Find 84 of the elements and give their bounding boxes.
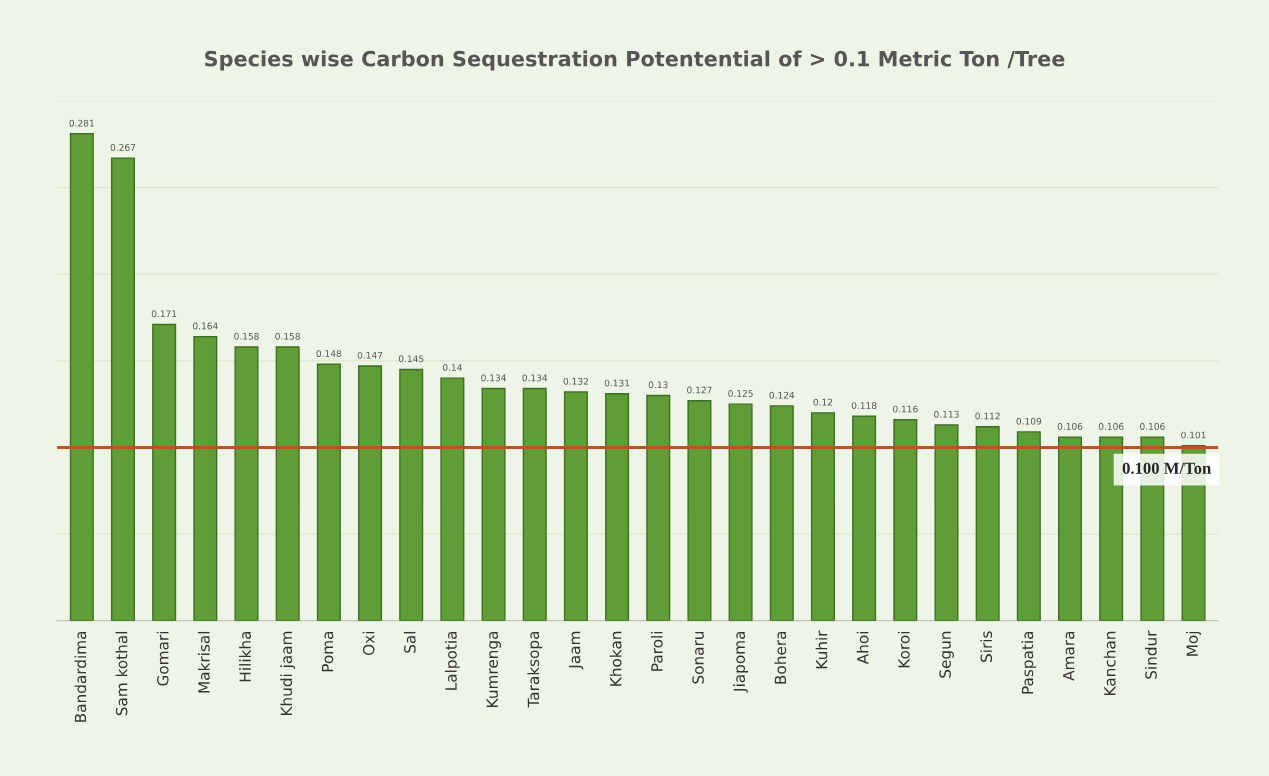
data-label: 0.116 bbox=[892, 405, 918, 413]
x-tick-label: Oxi bbox=[362, 631, 375, 655]
chart-title: Species wise Carbon Sequestration Potentential of > 0.1 Metric Ton /Tree bbox=[205, 50, 1065, 71]
data-label: 0.132 bbox=[563, 377, 588, 385]
bar bbox=[152, 323, 177, 621]
ref-line-label: 0.100 M/Ton bbox=[1122, 462, 1212, 474]
data-label: 0.158 bbox=[234, 332, 259, 340]
bar bbox=[193, 335, 218, 621]
data-label: 0.131 bbox=[604, 379, 630, 387]
bar bbox=[769, 405, 794, 621]
bar bbox=[646, 394, 671, 621]
x-tick-label: Makrisal bbox=[197, 631, 210, 693]
bar bbox=[687, 400, 712, 621]
bar bbox=[275, 346, 300, 621]
x-tick-label: Paspatia bbox=[1021, 631, 1037, 694]
data-label: 0.109 bbox=[1016, 417, 1042, 425]
x-tick-label: Paroli bbox=[650, 631, 663, 671]
x-tick-label: Sindur bbox=[1144, 630, 1157, 679]
x-tick-label: Khudi jaam bbox=[280, 631, 296, 716]
data-label: 0.158 bbox=[275, 332, 300, 340]
x-tick-label: Moj bbox=[1186, 631, 1201, 656]
x-tick-label: Gomari bbox=[156, 631, 169, 686]
bar bbox=[893, 419, 918, 621]
x-tick-label: Sam kothal bbox=[115, 631, 128, 716]
bar bbox=[440, 377, 465, 621]
data-label: 0.134 bbox=[481, 374, 506, 382]
data-label: 0.171 bbox=[151, 310, 177, 318]
bar bbox=[234, 346, 259, 621]
data-label: 0.112 bbox=[975, 412, 1000, 420]
data-label: 0.106 bbox=[1140, 422, 1165, 430]
x-tick-label: Khokan bbox=[609, 631, 622, 686]
data-label: 0.125 bbox=[728, 390, 753, 397]
data-label: 0.147 bbox=[357, 351, 383, 359]
bar bbox=[1099, 436, 1124, 621]
x-tick-label: Poma bbox=[321, 631, 334, 672]
x-tick-label: Koroi bbox=[897, 631, 910, 668]
bar bbox=[399, 368, 424, 621]
x-tick-label: Jiapoma bbox=[733, 631, 748, 693]
bar bbox=[522, 387, 547, 621]
x-tick-label: Taraksopa bbox=[527, 631, 543, 708]
data-label: 0.106 bbox=[1098, 422, 1124, 430]
x-tick-label: Sal bbox=[403, 631, 416, 653]
x-tick-label: Ahoi bbox=[856, 631, 869, 665]
x-tick-label: Bandardima bbox=[74, 631, 87, 722]
bar bbox=[316, 363, 341, 621]
bar bbox=[810, 412, 835, 621]
data-label: 0.148 bbox=[316, 350, 342, 357]
data-label: 0.134 bbox=[522, 374, 548, 382]
x-tick-label: Lalpotia bbox=[444, 631, 460, 690]
x-tick-label: Bohera bbox=[774, 631, 787, 684]
data-label: 0.14 bbox=[442, 364, 462, 371]
bar bbox=[1016, 431, 1041, 621]
bar bbox=[975, 426, 1000, 621]
x-tick-label: Kanchan bbox=[1103, 631, 1116, 695]
bar bbox=[728, 403, 753, 621]
data-label: 0.113 bbox=[934, 410, 959, 418]
x-tick-label: Amara bbox=[1063, 631, 1075, 681]
data-label: 0.145 bbox=[398, 355, 424, 363]
data-label: 0.101 bbox=[1181, 431, 1206, 439]
x-tick-label: Jaam bbox=[568, 631, 584, 670]
x-tick-label: Kuhir bbox=[815, 630, 828, 669]
bar bbox=[563, 391, 588, 621]
bar bbox=[481, 387, 506, 621]
data-label: 0.281 bbox=[69, 119, 94, 127]
data-label: 0.124 bbox=[769, 391, 795, 399]
bar bbox=[358, 365, 383, 621]
x-tick-label: Sonaru bbox=[692, 631, 704, 684]
data-label: 0.118 bbox=[851, 402, 877, 409]
x-tick-label: Segun bbox=[939, 631, 954, 678]
x-tick-label: Kumrenga bbox=[486, 631, 501, 707]
bar bbox=[1057, 436, 1083, 621]
x-tick-label: Siris bbox=[980, 631, 993, 662]
x-tick-label: Hilikha bbox=[239, 631, 251, 682]
bar bbox=[934, 424, 959, 621]
bar bbox=[69, 133, 94, 621]
data-label: 0.127 bbox=[687, 386, 712, 394]
data-label: 0.164 bbox=[193, 322, 218, 330]
data-label: 0.13 bbox=[648, 381, 668, 389]
bar bbox=[110, 157, 136, 621]
bar bbox=[605, 393, 630, 621]
bar bbox=[852, 415, 877, 621]
data-label: 0.267 bbox=[110, 143, 136, 151]
data-label: 0.106 bbox=[1057, 422, 1083, 430]
data-label: 0.12 bbox=[813, 398, 833, 406]
